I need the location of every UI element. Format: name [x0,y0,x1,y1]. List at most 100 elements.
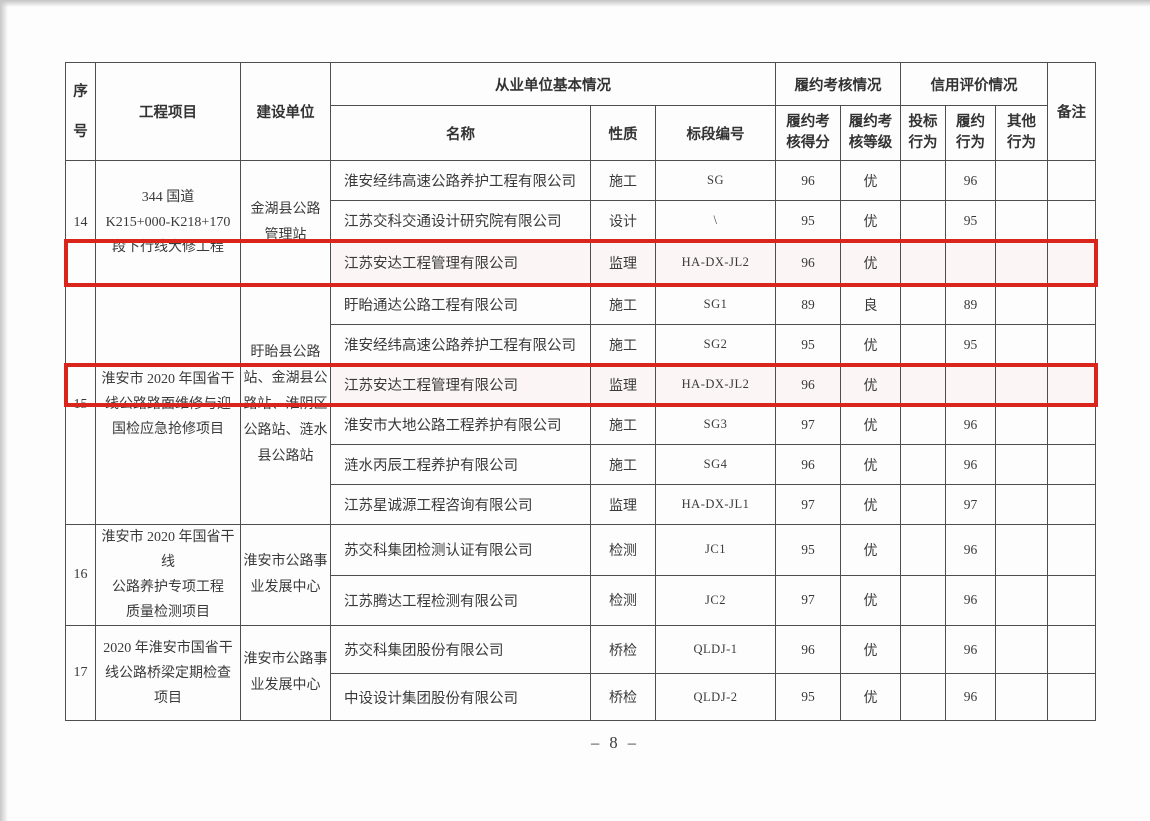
cell-builder: 盱眙县公路 站、金湖县公 路站、淮阴区 公路站、涟水 县公路站 [240,284,331,525]
cell-remark [1047,404,1097,445]
cell-perf-score: 96 [775,625,841,674]
table-row: 中设设计集团股份有限公司 桥检 QLDJ-2 95 优 96 [66,673,1097,721]
assessment-table: 序 号 工程项目 建设单位 从业单位基本情况 履约考核情况 信用评价情况 备注 … [63,62,1098,721]
table-row: 淮安经纬高速公路养护工程有限公司 施工 SG2 95 优 95 [66,324,1097,365]
cell-company-name: 中设设计集团股份有限公司 [330,673,591,721]
cell-section-code: HA-DX-JL2 [655,364,776,405]
cell-nature: 施工 [590,284,656,325]
cell-nature: 施工 [590,444,656,485]
col-header-nature: 性质 [590,105,656,161]
cell-bid-behavior [900,160,946,201]
cell-perf-score: 95 [775,200,841,241]
cell-perf-behavior: 96 [945,574,996,626]
cell-bid-behavior [900,364,946,405]
cell-remark [1047,524,1097,576]
cell-perf-score: 95 [775,673,841,721]
cell-perf-grade: 优 [840,200,901,241]
cell-bid-behavior [900,404,946,445]
cell-perf-grade: 优 [840,240,901,285]
cell-perf-behavior [945,364,996,405]
col-header-project: 工程项目 [95,62,241,161]
cell-bid-behavior [900,444,946,485]
table-row: 涟水丙辰工程养护有限公司 施工 SG4 96 优 96 [66,444,1097,485]
cell-nature: 检测 [590,574,656,626]
cell-nature: 检测 [590,524,656,576]
cell-nature: 施工 [590,404,656,445]
cell-perf-score: 96 [775,240,841,285]
table-row: 17 2020 年淮安市国省干 线公路桥梁定期检查 项目 淮安市公路事 业发展中… [65,625,1097,721]
cell-perf-behavior: 96 [945,160,996,201]
cell-other-behavior [994,240,1049,285]
cell-bid-behavior [900,324,946,365]
cell-section-code: SG2 [655,324,776,365]
col-header-name: 名称 [330,105,591,161]
col-header-perf-behavior: 履约 行为 [945,105,996,161]
cell-section-code: SG3 [655,404,776,445]
cell-bid-behavior [900,200,946,241]
cell-project-name: 344 国道 K215+000-K218+170 段下行线大修工程 [95,160,241,285]
table-row: 淮安市大地公路工程养护有限公司 施工 SG3 97 优 96 [66,404,1097,445]
cell-perf-grade: 优 [840,524,901,576]
cell-company-name: 苏交科集团股份有限公司 [330,625,591,674]
cell-section-code: SG4 [655,444,776,485]
cell-perf-grade: 优 [840,484,901,525]
cell-bid-behavior [900,284,946,325]
cell-serial: 16 [65,524,96,626]
cell-bid-behavior [900,524,946,576]
cell-company-name: 涟水丙辰工程养护有限公司 [330,444,591,485]
cell-other-behavior [994,324,1049,365]
col-header-bid-behavior: 投标 行为 [900,105,946,161]
cell-perf-behavior: 95 [945,324,996,365]
table-row-highlighted: 江苏安达工程管理有限公司 监理 HA-DX-JL2 96 优 [63,362,1098,407]
cell-remark [1047,364,1097,405]
table-row: 16 淮安市 2020 年国省干线 公路养护专项工程 质量检测项目 淮安市公路事… [65,524,1097,626]
cell-perf-grade: 优 [840,364,901,405]
cell-perf-behavior: 97 [945,484,996,525]
cell-company-name: 盱眙通达公路工程有限公司 [330,284,591,325]
cell-section-code: HA-DX-JL2 [655,240,776,285]
cell-nature: 监理 [590,364,656,405]
cell-section-code: SG [655,160,776,201]
cell-builder: 淮安市公路事 业发展中心 [240,625,331,721]
cell-nature: 设计 [590,200,656,241]
cell-remark [1047,574,1097,626]
cell-nature: 监理 [590,240,656,285]
cell-remark [1047,673,1097,721]
cell-perf-grade: 优 [840,160,901,201]
col-header-other-behavior: 其他 行为 [994,105,1049,161]
col-header-perf-grade: 履约考 核等级 [840,105,901,161]
col-header-perf-group: 履约考核情况 [775,62,901,106]
cell-other-behavior [994,364,1049,405]
cell-perf-score: 96 [775,160,841,201]
cell-perf-behavior: 96 [945,404,996,445]
cell-other-behavior [994,160,1049,201]
cell-nature: 施工 [590,324,656,365]
cell-bid-behavior [900,484,946,525]
table-row: 江苏交科交通设计研究院有限公司 设计 \ 95 优 95 [66,200,1097,241]
cell-project-name: 淮安市 2020 年国省干线 公路养护专项工程 质量检测项目 [95,524,241,626]
col-header-serial: 序 号 [65,62,96,161]
table-row: 15 淮安市 2020 年国省干 线公路路面维修与迎 国检应急抢修项目 盱眙县公… [65,284,1097,525]
cell-company-name: 淮安经纬高速公路养护工程有限公司 [330,324,591,365]
cell-perf-score: 97 [775,574,841,626]
cell-serial: 15 [65,284,96,525]
cell-other-behavior [994,484,1049,525]
cell-project-name: 2020 年淮安市国省干 线公路桥梁定期检查 项目 [95,625,241,721]
cell-company-name: 江苏交科交通设计研究院有限公司 [330,200,591,241]
cell-nature: 施工 [590,160,656,201]
cell-perf-behavior: 96 [945,524,996,576]
cell-remark [1047,200,1097,241]
table-row: 江苏星诚源工程咨询有限公司 监理 HA-DX-JL1 97 优 97 [66,484,1097,525]
cell-other-behavior [994,625,1049,674]
header-row-columns: 名称 性质 标段编号 履约考 核得分 履约考 核等级 投标 行为 履约 行为 其… [66,105,1096,161]
cell-company-name: 苏交科集团检测认证有限公司 [330,524,591,576]
cell-perf-score: 95 [775,524,841,576]
cell-perf-grade: 优 [840,625,901,674]
cell-perf-score: 96 [775,444,841,485]
cell-section-code: QLDJ-1 [655,625,776,674]
cell-company-name: 江苏星诚源工程咨询有限公司 [330,484,591,525]
cell-perf-grade: 优 [840,324,901,365]
cell-section-code: SG1 [655,284,776,325]
cell-bid-behavior [900,625,946,674]
cell-section-code: JC1 [655,524,776,576]
